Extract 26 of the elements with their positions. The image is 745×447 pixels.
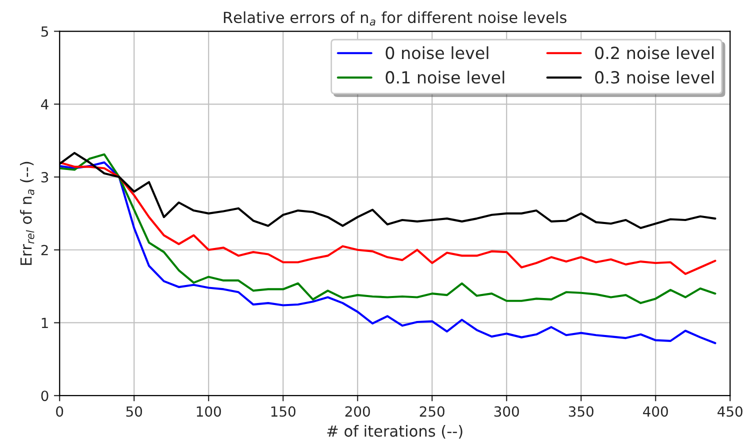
- y-tick-label: 2: [41, 244, 48, 256]
- legend-label: 0 noise level: [386, 46, 488, 60]
- x-tick-label: 250: [420, 406, 444, 417]
- y-tick-label: 3: [41, 172, 48, 182]
- x-tick-label: 400: [643, 406, 668, 417]
- x-tick-label: 0: [56, 406, 64, 417]
- y-axis-title: Err$_{rel}$ of n$_{a}$ (--): [20, 162, 34, 265]
- y-tick-label: 5: [41, 26, 48, 37]
- legend-label: 0.2 noise level: [595, 46, 714, 60]
- legend-label: 0.1 noise level: [386, 70, 504, 84]
- x-tick-label: 50: [126, 406, 142, 417]
- y-tick-label: 0: [41, 390, 48, 402]
- x-axis-title: # of iterations (--): [327, 425, 462, 439]
- line-series: [60, 161, 716, 275]
- x-tick-label: 150: [271, 406, 296, 417]
- x-tick-label: 100: [196, 406, 221, 417]
- y-tick-label: 1: [42, 318, 48, 328]
- legend-label: 0.3 noise level: [595, 70, 714, 84]
- x-tick-label: 350: [568, 406, 594, 417]
- line-series: [60, 161, 716, 344]
- y-tick-label: 4: [41, 99, 48, 110]
- x-tick-label: 450: [718, 406, 742, 417]
- x-tick-label: 200: [345, 406, 370, 417]
- chart-title: Relative errors of n$_{a}$ for different noise levels: [224, 11, 566, 26]
- x-tick-label: 300: [494, 406, 519, 417]
- line-series: [60, 153, 716, 304]
